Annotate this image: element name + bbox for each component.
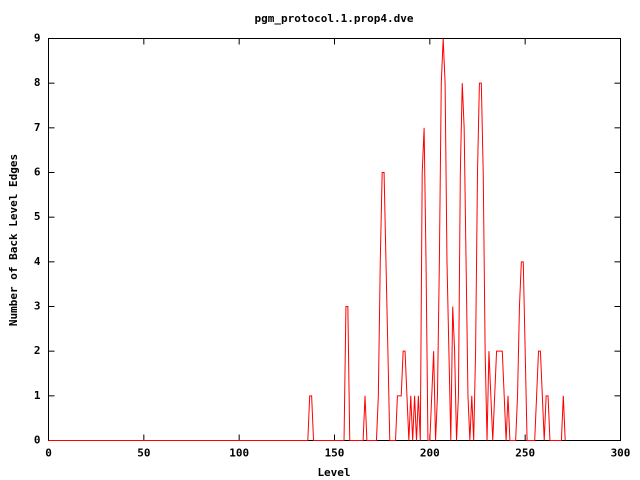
- x-tick-label: 0: [45, 447, 52, 460]
- data-line: [48, 38, 566, 441]
- y-tick-label: 1: [34, 389, 41, 402]
- plot-border: [48, 38, 621, 441]
- y-tick-label: 6: [34, 166, 41, 179]
- x-tick-label: 300: [611, 447, 631, 460]
- x-tick-label: 100: [229, 447, 249, 460]
- x-tick-label: 50: [137, 447, 150, 460]
- x-axis-label: Level: [317, 466, 350, 479]
- x-tick-label: 150: [325, 447, 345, 460]
- x-tick-label: 200: [420, 447, 440, 460]
- y-tick-label: 5: [34, 210, 41, 223]
- y-tick-label: 0: [34, 434, 41, 447]
- x-tick-label: 250: [515, 447, 535, 460]
- y-axis-label: Number of Back Level Edges: [7, 154, 20, 326]
- y-tick-label: 4: [34, 255, 41, 268]
- y-tick-label: 2: [34, 344, 41, 357]
- chart-title: pgm_protocol.1.prop4.dve: [255, 12, 414, 25]
- y-tick-label: 7: [34, 121, 41, 134]
- y-tick-label: 9: [34, 32, 41, 45]
- y-tick-label: 3: [34, 300, 41, 313]
- y-tick-label: 8: [34, 76, 41, 89]
